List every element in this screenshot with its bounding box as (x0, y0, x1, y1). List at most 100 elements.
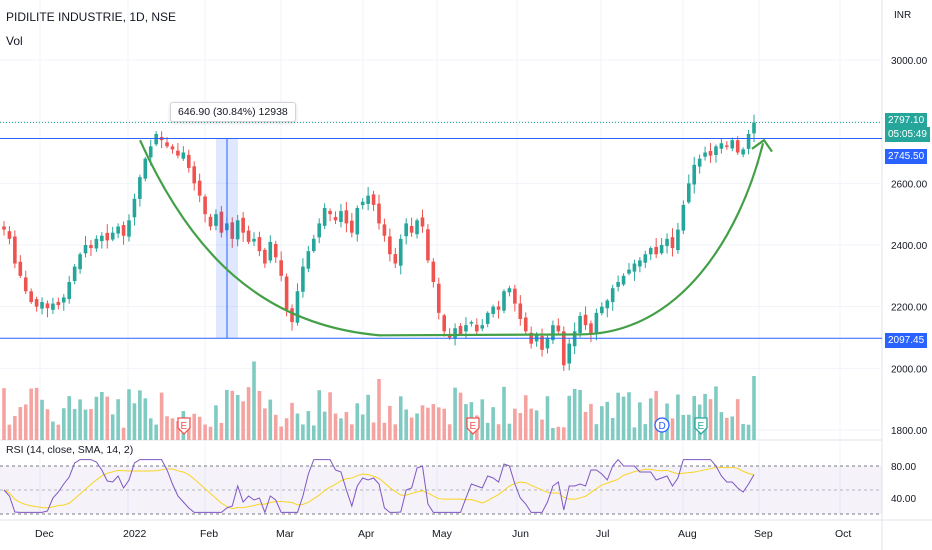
volume-bar (741, 424, 745, 440)
candle-body (404, 223, 408, 237)
candle-body (246, 230, 251, 242)
volume-bar (621, 396, 626, 440)
candle-body (643, 254, 648, 263)
volume-bar (518, 412, 523, 440)
volume-bar (583, 411, 588, 440)
time-tick-label: Dec (35, 528, 54, 540)
event-marker-label: E (181, 421, 188, 432)
volume-bar (627, 392, 631, 440)
volume-bar (295, 413, 300, 440)
volume-bar (436, 407, 441, 440)
volume-bar (502, 386, 506, 440)
candle-body (708, 150, 713, 156)
candle-body (2, 226, 6, 230)
candle-body (578, 315, 582, 334)
candle-body (154, 134, 158, 145)
candle-body (186, 154, 191, 168)
candle-body (594, 312, 599, 334)
candle-body (143, 158, 148, 179)
volume-bar (485, 422, 490, 440)
volume-bar (692, 396, 697, 440)
candle-body (34, 299, 39, 307)
volume-bars (2, 361, 756, 440)
volume-bar (540, 419, 544, 440)
candle-body (453, 328, 457, 339)
volume-bar (648, 398, 653, 440)
volume-bar (605, 401, 610, 440)
volume-bar (301, 424, 305, 440)
candle-body (632, 263, 637, 272)
support-price-tag: 2097.45 (885, 333, 928, 348)
volume-bar (735, 399, 740, 440)
volume-bar (686, 414, 691, 440)
volume-bar (393, 424, 398, 440)
dividend-marker (654, 417, 670, 433)
candle-body (366, 195, 370, 204)
symbol-title[interactable]: PIDILITE INDUSTRIE, 1D, NSE (6, 10, 177, 24)
time-tick-label: Oct (835, 528, 851, 540)
candle-body (40, 302, 44, 309)
countdown-tag: 05:05:49 (885, 127, 930, 142)
rsi-tick-label: 80.00 (891, 462, 916, 473)
candle-body (67, 282, 72, 300)
volume-bar (333, 413, 338, 440)
candle-body (371, 194, 376, 205)
volume-bar (714, 386, 718, 440)
volume-bar (203, 424, 207, 440)
volume-bar (311, 425, 316, 440)
candle-body (252, 238, 256, 242)
time-tick-label: Jul (596, 528, 609, 540)
volume-bar (170, 418, 175, 440)
rsi-legend[interactable]: RSI (14, close, SMA, 14, 2) (6, 444, 134, 456)
candle-body (431, 261, 436, 282)
candle-body (263, 249, 267, 264)
candle-body (415, 220, 419, 235)
price-tick-label: 2200.00 (891, 303, 928, 314)
volume-bar (480, 399, 485, 440)
candle-body (518, 303, 523, 319)
candle-body (458, 325, 463, 335)
volume-label[interactable]: Vol (6, 34, 23, 48)
candle-body (94, 238, 99, 249)
candle-body (409, 225, 414, 233)
time-tick-label: Apr (358, 528, 375, 540)
volume-bar (127, 389, 131, 440)
drawings (0, 122, 882, 339)
candle-body (279, 260, 283, 276)
volume-bar (398, 396, 403, 440)
candle-body (692, 164, 697, 185)
volume-bar (523, 395, 528, 440)
volume-bar (344, 411, 349, 440)
candle-body (589, 323, 593, 335)
candle-body (78, 254, 82, 270)
volume-bar (654, 390, 658, 440)
candle-body (311, 238, 316, 252)
volume-bar (703, 393, 707, 440)
candle-body (496, 306, 501, 310)
candle-body (725, 145, 729, 147)
candle-body (235, 220, 240, 240)
time-tick-label: Mar (276, 528, 295, 540)
candle-body (746, 134, 751, 149)
volume-bar (534, 410, 539, 440)
volume-bar (268, 399, 273, 440)
volume-bar (458, 392, 463, 440)
volume-bar (426, 407, 430, 440)
candle-body (13, 236, 17, 264)
volume-bar (371, 422, 376, 440)
candle-body (328, 210, 332, 215)
event-marker-label: E (470, 421, 477, 432)
candlesticks (2, 114, 756, 372)
candle-body (513, 288, 517, 304)
candle-body (393, 254, 398, 264)
candle-body (752, 122, 756, 134)
candle-body (436, 283, 441, 313)
candle-body (100, 235, 104, 242)
curve-arrowhead (751, 138, 773, 153)
price-tick-label: 1800.00 (891, 426, 928, 437)
candle-body (339, 211, 343, 222)
volume-bar (279, 426, 283, 440)
volume-bar (730, 416, 735, 440)
candle-body (388, 236, 392, 255)
